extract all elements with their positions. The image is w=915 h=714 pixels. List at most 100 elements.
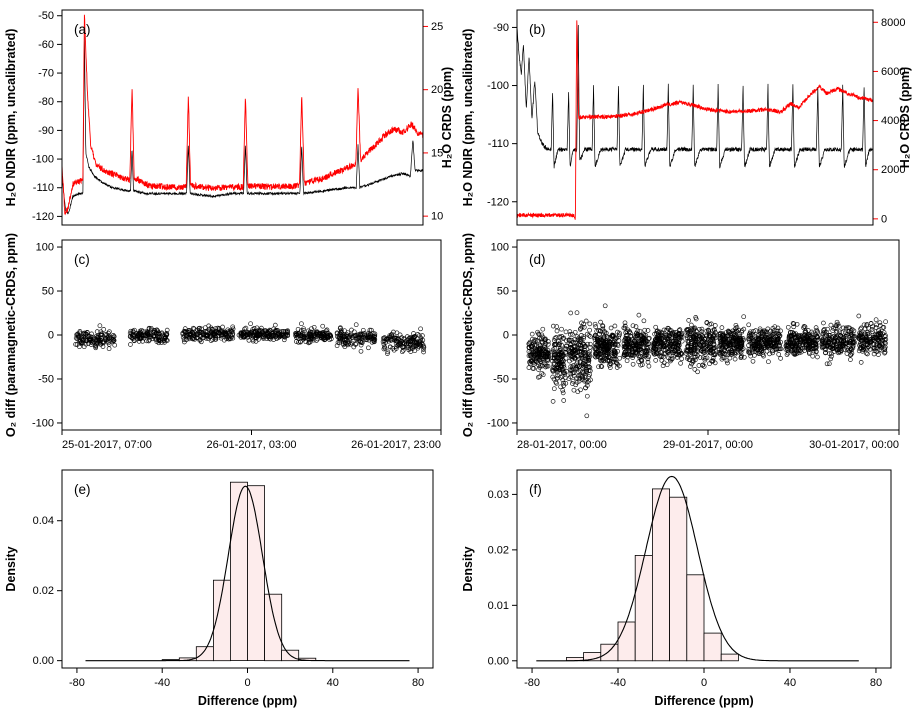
data-point	[97, 323, 103, 329]
data-point	[775, 339, 781, 345]
data-point	[164, 332, 169, 338]
histogram-bar	[703, 632, 722, 662]
data-point	[182, 339, 187, 345]
data-point	[578, 326, 584, 331]
data-point	[593, 324, 599, 329]
y2-tick-label: 2000	[881, 164, 905, 176]
data-point	[601, 358, 607, 364]
data-point	[605, 335, 611, 341]
data-point	[568, 310, 574, 316]
data-point	[80, 337, 86, 343]
data-point	[574, 310, 580, 316]
plot-box	[516, 9, 874, 226]
data-point	[678, 350, 684, 356]
data-point	[248, 330, 254, 335]
data-point	[626, 351, 632, 357]
data-point	[537, 335, 542, 341]
data-point	[646, 341, 652, 347]
data-point	[305, 335, 310, 341]
data-point	[641, 318, 647, 324]
data-point	[296, 331, 302, 337]
x-tick-label: 40	[327, 677, 339, 689]
data-point	[136, 334, 142, 340]
data-point	[580, 374, 585, 379]
data-point	[873, 325, 879, 330]
data-point	[567, 332, 573, 337]
data-point	[527, 359, 532, 365]
data-point	[732, 346, 737, 352]
y2-axis-title: H₂O CRDS (ppm)	[440, 67, 454, 168]
data-point	[730, 328, 736, 334]
data-point	[105, 335, 111, 340]
data-point	[596, 364, 601, 370]
data-point	[823, 350, 828, 355]
data-point	[552, 336, 558, 341]
data-point	[688, 328, 693, 334]
histogram-bar	[617, 621, 636, 662]
data-point	[306, 334, 312, 340]
data-point	[636, 353, 641, 359]
data-point	[684, 349, 690, 354]
data-point	[820, 339, 826, 344]
data-point	[303, 339, 309, 345]
data-point	[857, 333, 863, 338]
data-point	[776, 336, 781, 341]
data-point	[563, 329, 569, 335]
data-point	[560, 336, 566, 342]
y-tick-label: -50	[38, 373, 54, 385]
data-point	[529, 344, 535, 350]
data-point	[86, 341, 91, 346]
data-point	[652, 331, 657, 337]
data-point	[418, 326, 423, 332]
data-point	[575, 389, 581, 395]
data-point	[394, 330, 400, 336]
data-point	[577, 337, 583, 343]
data-point	[813, 346, 819, 351]
data-point	[145, 331, 150, 337]
data-point	[557, 360, 563, 365]
data-point	[560, 390, 566, 396]
histogram-bars	[161, 481, 317, 662]
data-point	[267, 329, 272, 335]
data-point	[706, 329, 712, 335]
data-point	[883, 319, 888, 325]
data-point	[400, 344, 406, 350]
data-point	[836, 323, 842, 329]
data-point	[400, 348, 406, 353]
data-point	[598, 363, 604, 369]
data-point	[404, 334, 410, 339]
data-point	[340, 335, 346, 341]
y-tick-label: -120	[487, 196, 509, 208]
data-point	[550, 364, 556, 370]
data-point	[262, 328, 268, 333]
data-point	[660, 363, 666, 369]
histogram-bar	[229, 481, 248, 661]
data-point	[405, 340, 411, 345]
y2-tick-label: 10	[431, 211, 443, 223]
data-point	[848, 357, 853, 362]
data-point	[320, 323, 326, 329]
y-tick-label: 0.03	[488, 489, 509, 501]
data-point	[668, 328, 674, 334]
histogram-bar	[669, 496, 688, 662]
data-point	[271, 326, 277, 332]
data-point	[563, 346, 569, 352]
data-point	[535, 329, 540, 335]
data-point	[540, 326, 546, 332]
data-point	[361, 334, 366, 340]
data-point	[669, 338, 675, 344]
data-point	[164, 327, 170, 333]
data-point	[662, 347, 668, 353]
data-point	[540, 372, 546, 378]
data-point	[731, 336, 736, 341]
data-point	[592, 321, 598, 327]
data-point	[621, 352, 627, 358]
data-point	[98, 332, 104, 338]
data-point	[858, 335, 864, 341]
data-point	[692, 336, 697, 342]
data-point	[534, 356, 539, 362]
data-point	[669, 356, 675, 361]
panel-a: -120 -110 -100 -90 -80 -70 -60 -50 H₂O NDIR (ppm…	[0, 0, 457, 232]
data-point	[144, 328, 150, 334]
data-point	[741, 354, 747, 360]
